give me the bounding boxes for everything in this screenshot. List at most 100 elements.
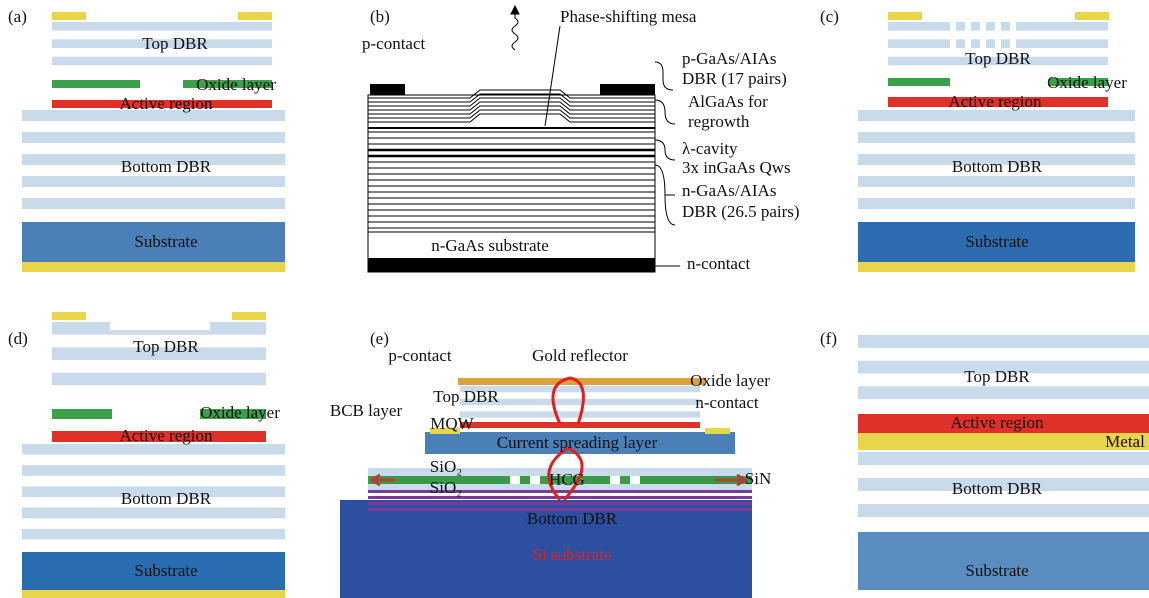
contact: [888, 12, 922, 20]
dbr: [368, 95, 655, 232]
layer-label: Substrate: [965, 561, 1028, 580]
gap: [980, 22, 986, 48]
layer-label: BCB layer: [330, 401, 403, 420]
layer-label: Active region: [120, 426, 213, 445]
dbr-pair: [22, 465, 285, 476]
contact: [600, 84, 655, 95]
dbr-pair: [52, 373, 266, 386]
etch: [110, 322, 210, 330]
layer-label: p-GaAs/AIAs: [682, 49, 776, 68]
layer-label: AlGaAs for: [688, 92, 768, 111]
dbr-pair: [858, 110, 1135, 121]
layer-label: Top DBR: [142, 34, 208, 53]
layer-label: SiN: [745, 469, 771, 488]
shape: [511, 6, 519, 14]
layer-label: Bottom DBR: [527, 509, 618, 528]
layer-label: Top DBR: [133, 337, 199, 356]
layer-label: Bottom DBR: [121, 157, 212, 176]
contact: [232, 312, 266, 320]
panel-label: (f): [820, 329, 837, 348]
dbr-pair: [22, 508, 285, 519]
layer-label: Oxide layer: [200, 403, 280, 422]
contact: [368, 258, 655, 272]
layer-label: Oxide layer: [1047, 73, 1127, 92]
hcg-gap: [530, 476, 540, 484]
layer-label: λ-cavity: [682, 139, 738, 158]
layer-label: n-contact: [687, 254, 751, 273]
oxide: [888, 78, 950, 86]
layer-label: Gold reflector: [532, 346, 628, 365]
contact: [22, 590, 285, 598]
layer-label: Substrate: [134, 561, 197, 580]
dbr-pair: [858, 386, 1149, 399]
panel-label: (d): [8, 329, 28, 348]
dbr-pair: [858, 452, 1149, 465]
contact: [22, 262, 285, 272]
layer-label: Bottom DBR: [121, 489, 212, 508]
dbr-pair: [22, 198, 285, 209]
layer-label: Substrate: [965, 232, 1028, 251]
bottom-dbr: [368, 502, 752, 505]
oxide: [52, 409, 112, 419]
contact: [1075, 12, 1109, 20]
dbr-pair: [22, 529, 285, 540]
dbr-pair: [52, 57, 272, 66]
contact: [52, 12, 86, 20]
layer-label: n-GaAs/AIAs: [682, 181, 776, 200]
dbr-pair: [858, 198, 1135, 209]
layer-label: p-contact: [362, 34, 426, 53]
layer-label: Current spreading layer: [497, 433, 658, 452]
panel-label: (c): [820, 7, 839, 26]
layer-label: regrowth: [688, 112, 750, 131]
layer-label: SiO₂: [430, 457, 462, 476]
gap: [1010, 22, 1016, 48]
shape: [655, 165, 675, 225]
layer-label: Oxide layer: [196, 75, 276, 94]
dbr-pair: [22, 132, 285, 143]
layer-label: HCG: [549, 470, 585, 489]
layer-label: n-GaAs substrate: [431, 236, 549, 255]
hcg-gap: [610, 476, 620, 484]
layer-label: Top DBR: [433, 387, 499, 406]
layer-label: Si substrate: [533, 545, 612, 564]
shape: [655, 62, 673, 90]
layer-label: Metal: [1105, 432, 1145, 451]
figure: (a) Top DBR Oxide layer Active region Bo…: [0, 0, 1149, 598]
panel-label: (b): [370, 7, 390, 26]
contact: [858, 262, 1135, 272]
layer-label: Oxide layer: [690, 371, 770, 390]
layer-label: Top DBR: [965, 49, 1031, 68]
mqw: [460, 422, 700, 428]
layer-label: MQW: [430, 414, 474, 433]
dbr-pair: [22, 444, 285, 455]
dbr-pair: [22, 176, 285, 187]
layer-label: Active region: [120, 94, 213, 113]
gold-reflector: [458, 378, 706, 385]
labels: (a) Top DBR Oxide layer Active region Bo…: [8, 7, 1145, 580]
oxide: [52, 80, 140, 88]
dbr-pair: [858, 132, 1135, 143]
shape: [655, 100, 675, 124]
layer-label: Active region: [949, 92, 1042, 111]
bottom-dbr: [368, 490, 752, 493]
contact: [52, 312, 86, 320]
layer-label: n-contact: [695, 393, 759, 412]
contact: [705, 428, 730, 434]
hcg-gap: [630, 476, 640, 484]
dbr-pair: [858, 335, 1149, 348]
layer-label: Active region: [951, 413, 1044, 432]
gap: [950, 22, 956, 48]
panel-label: (e): [370, 329, 389, 348]
dbr-pair: [858, 504, 1149, 517]
dbr-pair: [858, 176, 1135, 187]
gap: [965, 22, 971, 48]
layer-label: DBR (17 pairs): [682, 69, 787, 88]
layer-label: Bottom DBR: [952, 157, 1043, 176]
layer-label: p-contact: [388, 346, 452, 365]
layer-label: Top DBR: [964, 367, 1030, 386]
gap: [995, 22, 1001, 48]
layer-label: DBR (26.5 pairs): [682, 202, 800, 221]
contact: [370, 84, 405, 95]
panel-label: (a): [8, 7, 27, 26]
dbr-pair: [52, 22, 272, 31]
